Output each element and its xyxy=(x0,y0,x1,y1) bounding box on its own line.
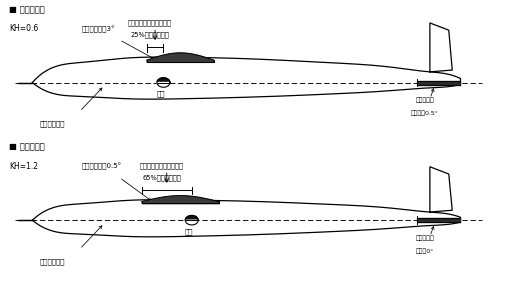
Text: 重心: 重心 xyxy=(185,228,194,235)
Text: 重心位置を主翼前縁から: 重心位置を主翼前縁から xyxy=(128,20,172,26)
Text: 主翼の取付角3°: 主翼の取付角3° xyxy=(82,25,116,33)
Text: 取付角0°: 取付角0° xyxy=(416,248,434,254)
Polygon shape xyxy=(157,78,170,83)
Text: ■ 距離競技用: ■ 距離競技用 xyxy=(9,5,45,14)
Text: 65%の位置におく: 65%の位置におく xyxy=(142,174,181,181)
Polygon shape xyxy=(185,216,198,220)
Text: 主翼の取付角0.5°: 主翼の取付角0.5° xyxy=(82,163,122,170)
Polygon shape xyxy=(417,218,460,222)
Text: 水平尾翼の: 水平尾翼の xyxy=(416,98,434,103)
Text: 重心位置を主翼前縁から: 重心位置を主翼前縁から xyxy=(140,162,184,169)
Polygon shape xyxy=(157,83,170,87)
Text: 重心: 重心 xyxy=(157,90,165,97)
Text: 胴体の基準線: 胴体の基準線 xyxy=(40,120,65,127)
Text: 取付角－0.5°: 取付角－0.5° xyxy=(411,110,439,116)
Text: ■ 滞空競技用: ■ 滞空競技用 xyxy=(9,142,45,151)
Polygon shape xyxy=(185,220,198,225)
Text: 胴体の基準線: 胴体の基準線 xyxy=(40,258,65,265)
Text: 25%の位置におく: 25%の位置におく xyxy=(131,31,169,38)
Text: KH=1.2: KH=1.2 xyxy=(9,162,38,171)
Text: 水平尾翼の: 水平尾翼の xyxy=(416,235,434,241)
Text: KH=0.6: KH=0.6 xyxy=(9,24,39,33)
Polygon shape xyxy=(417,81,460,85)
